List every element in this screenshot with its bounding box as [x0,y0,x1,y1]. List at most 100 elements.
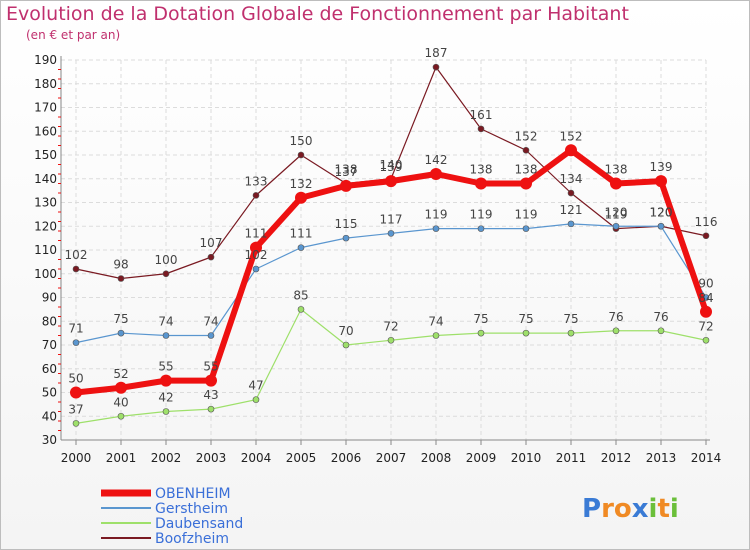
y-tick-label: 170 [34,101,57,115]
data-label-boofzheim: 134 [560,172,583,186]
x-tick-label: 2001 [106,451,137,465]
data-label-gerstheim: 120 [605,205,628,219]
data-point-daubensand [387,336,395,344]
data-point-boofzheim [252,192,260,199]
data-label-daubensand: 40 [113,395,128,409]
x-tick-label: 2013 [646,451,677,465]
data-label-boofzheim: 119 [605,208,628,222]
data-point-gerstheim [612,222,620,230]
data-point-obenheim [385,175,397,188]
logo-letter: P [582,494,601,524]
x-tick-label: 2009 [466,451,497,465]
data-label-boofzheim: 98 [113,258,128,272]
data-label-daubensand: 70 [338,324,353,338]
data-label-obenheim: 50 [68,372,83,386]
data-point-gerstheim [162,332,170,339]
data-point-boofzheim [72,265,80,273]
y-tick-label: 120 [34,219,57,233]
data-label-gerstheim: 74 [158,315,173,329]
y-tick-label: 140 [34,172,57,186]
data-point-boofzheim [702,232,710,240]
data-label-daubensand: 74 [428,315,443,329]
data-point-obenheim [655,175,667,188]
data-label-daubensand: 75 [473,312,488,326]
data-label-gerstheim: 119 [425,208,448,222]
x-tick-label: 2010 [511,451,542,465]
x-tick-label: 2007 [376,451,407,465]
data-point-gerstheim [657,222,665,230]
data-label-obenheim: 55 [203,360,218,374]
data-point-obenheim [565,144,577,157]
data-point-obenheim [700,305,712,318]
series-lines [70,63,712,427]
data-label-boofzheim: 102 [65,248,88,262]
data-label-gerstheim: 71 [68,322,83,336]
data-label-obenheim: 152 [560,129,583,143]
chart-title: Evolution de la Dotation Globale de Fonc… [6,3,629,25]
data-label-obenheim: 137 [335,165,358,179]
x-tick-label: 2003 [196,451,227,465]
data-label-daubensand: 85 [293,288,308,302]
x-tick-label: 2000 [61,451,92,465]
data-label-daubensand: 75 [518,312,533,326]
data-label-boofzheim: 161 [470,108,493,122]
y-tick-label: 150 [34,148,57,162]
data-point-obenheim [250,241,262,254]
data-point-daubensand [657,327,665,335]
data-point-daubensand [567,329,575,337]
data-label-boofzheim: 107 [200,236,223,250]
data-label-daubensand: 76 [653,310,668,324]
y-tick-label: 100 [34,267,57,281]
chart-subtitle: (en € et par an) [26,28,121,42]
x-tick-label: 2004 [241,451,272,465]
logo-letter: o [614,494,632,524]
data-point-obenheim [520,177,532,190]
data-point-boofzheim [567,189,575,197]
x-tick-label: 2002 [151,451,182,465]
data-label-gerstheim: 119 [470,208,493,222]
data-point-obenheim [160,374,172,387]
data-point-gerstheim [297,244,305,251]
data-label-gerstheim: 121 [560,203,583,217]
data-point-gerstheim [387,230,395,237]
x-tick-label: 2005 [286,451,317,465]
data-point-daubensand [522,329,530,337]
data-label-gerstheim: 75 [113,312,128,326]
y-tick-label: 160 [34,124,57,138]
data-point-daubensand [297,306,305,313]
data-point-boofzheim [297,151,305,159]
y-tick-label: 190 [34,53,57,67]
data-point-daubensand [342,341,350,349]
data-label-obenheim: 138 [515,163,538,177]
x-tick-label: 2011 [556,451,587,465]
legend-label-obenheim: OBENHEIM [155,486,231,502]
data-label-boofzheim: 100 [155,253,178,267]
logo-text: Proxiti [582,494,679,524]
data-point-obenheim [70,386,82,399]
data-point-gerstheim [567,220,575,228]
y-tick-label: 180 [34,77,57,91]
data-label-boofzheim: 120 [650,205,673,219]
y-tick-label: 40 [42,409,57,423]
data-label-obenheim: 139 [650,160,673,174]
data-label-obenheim: 84 [698,291,713,305]
data-point-gerstheim [342,234,350,242]
data-point-daubensand [702,336,710,344]
y-tick-label: 60 [42,362,57,376]
data-label-gerstheim: 117 [380,212,403,226]
data-point-obenheim [475,177,487,190]
data-point-gerstheim [432,225,440,232]
data-label-gerstheim: 102 [245,248,268,262]
data-point-obenheim [340,179,352,192]
data-point-boofzheim [477,125,485,133]
data-label-gerstheim: 120 [650,205,673,219]
data-label-boofzheim: 187 [425,46,448,60]
y-tick-label: 130 [34,196,57,210]
data-label-obenheim: 55 [158,360,173,374]
data-label-daubensand: 43 [203,388,218,402]
y-tick-label: 30 [42,433,57,447]
data-point-obenheim [430,168,442,180]
x-tick-label: 2012 [601,451,632,465]
